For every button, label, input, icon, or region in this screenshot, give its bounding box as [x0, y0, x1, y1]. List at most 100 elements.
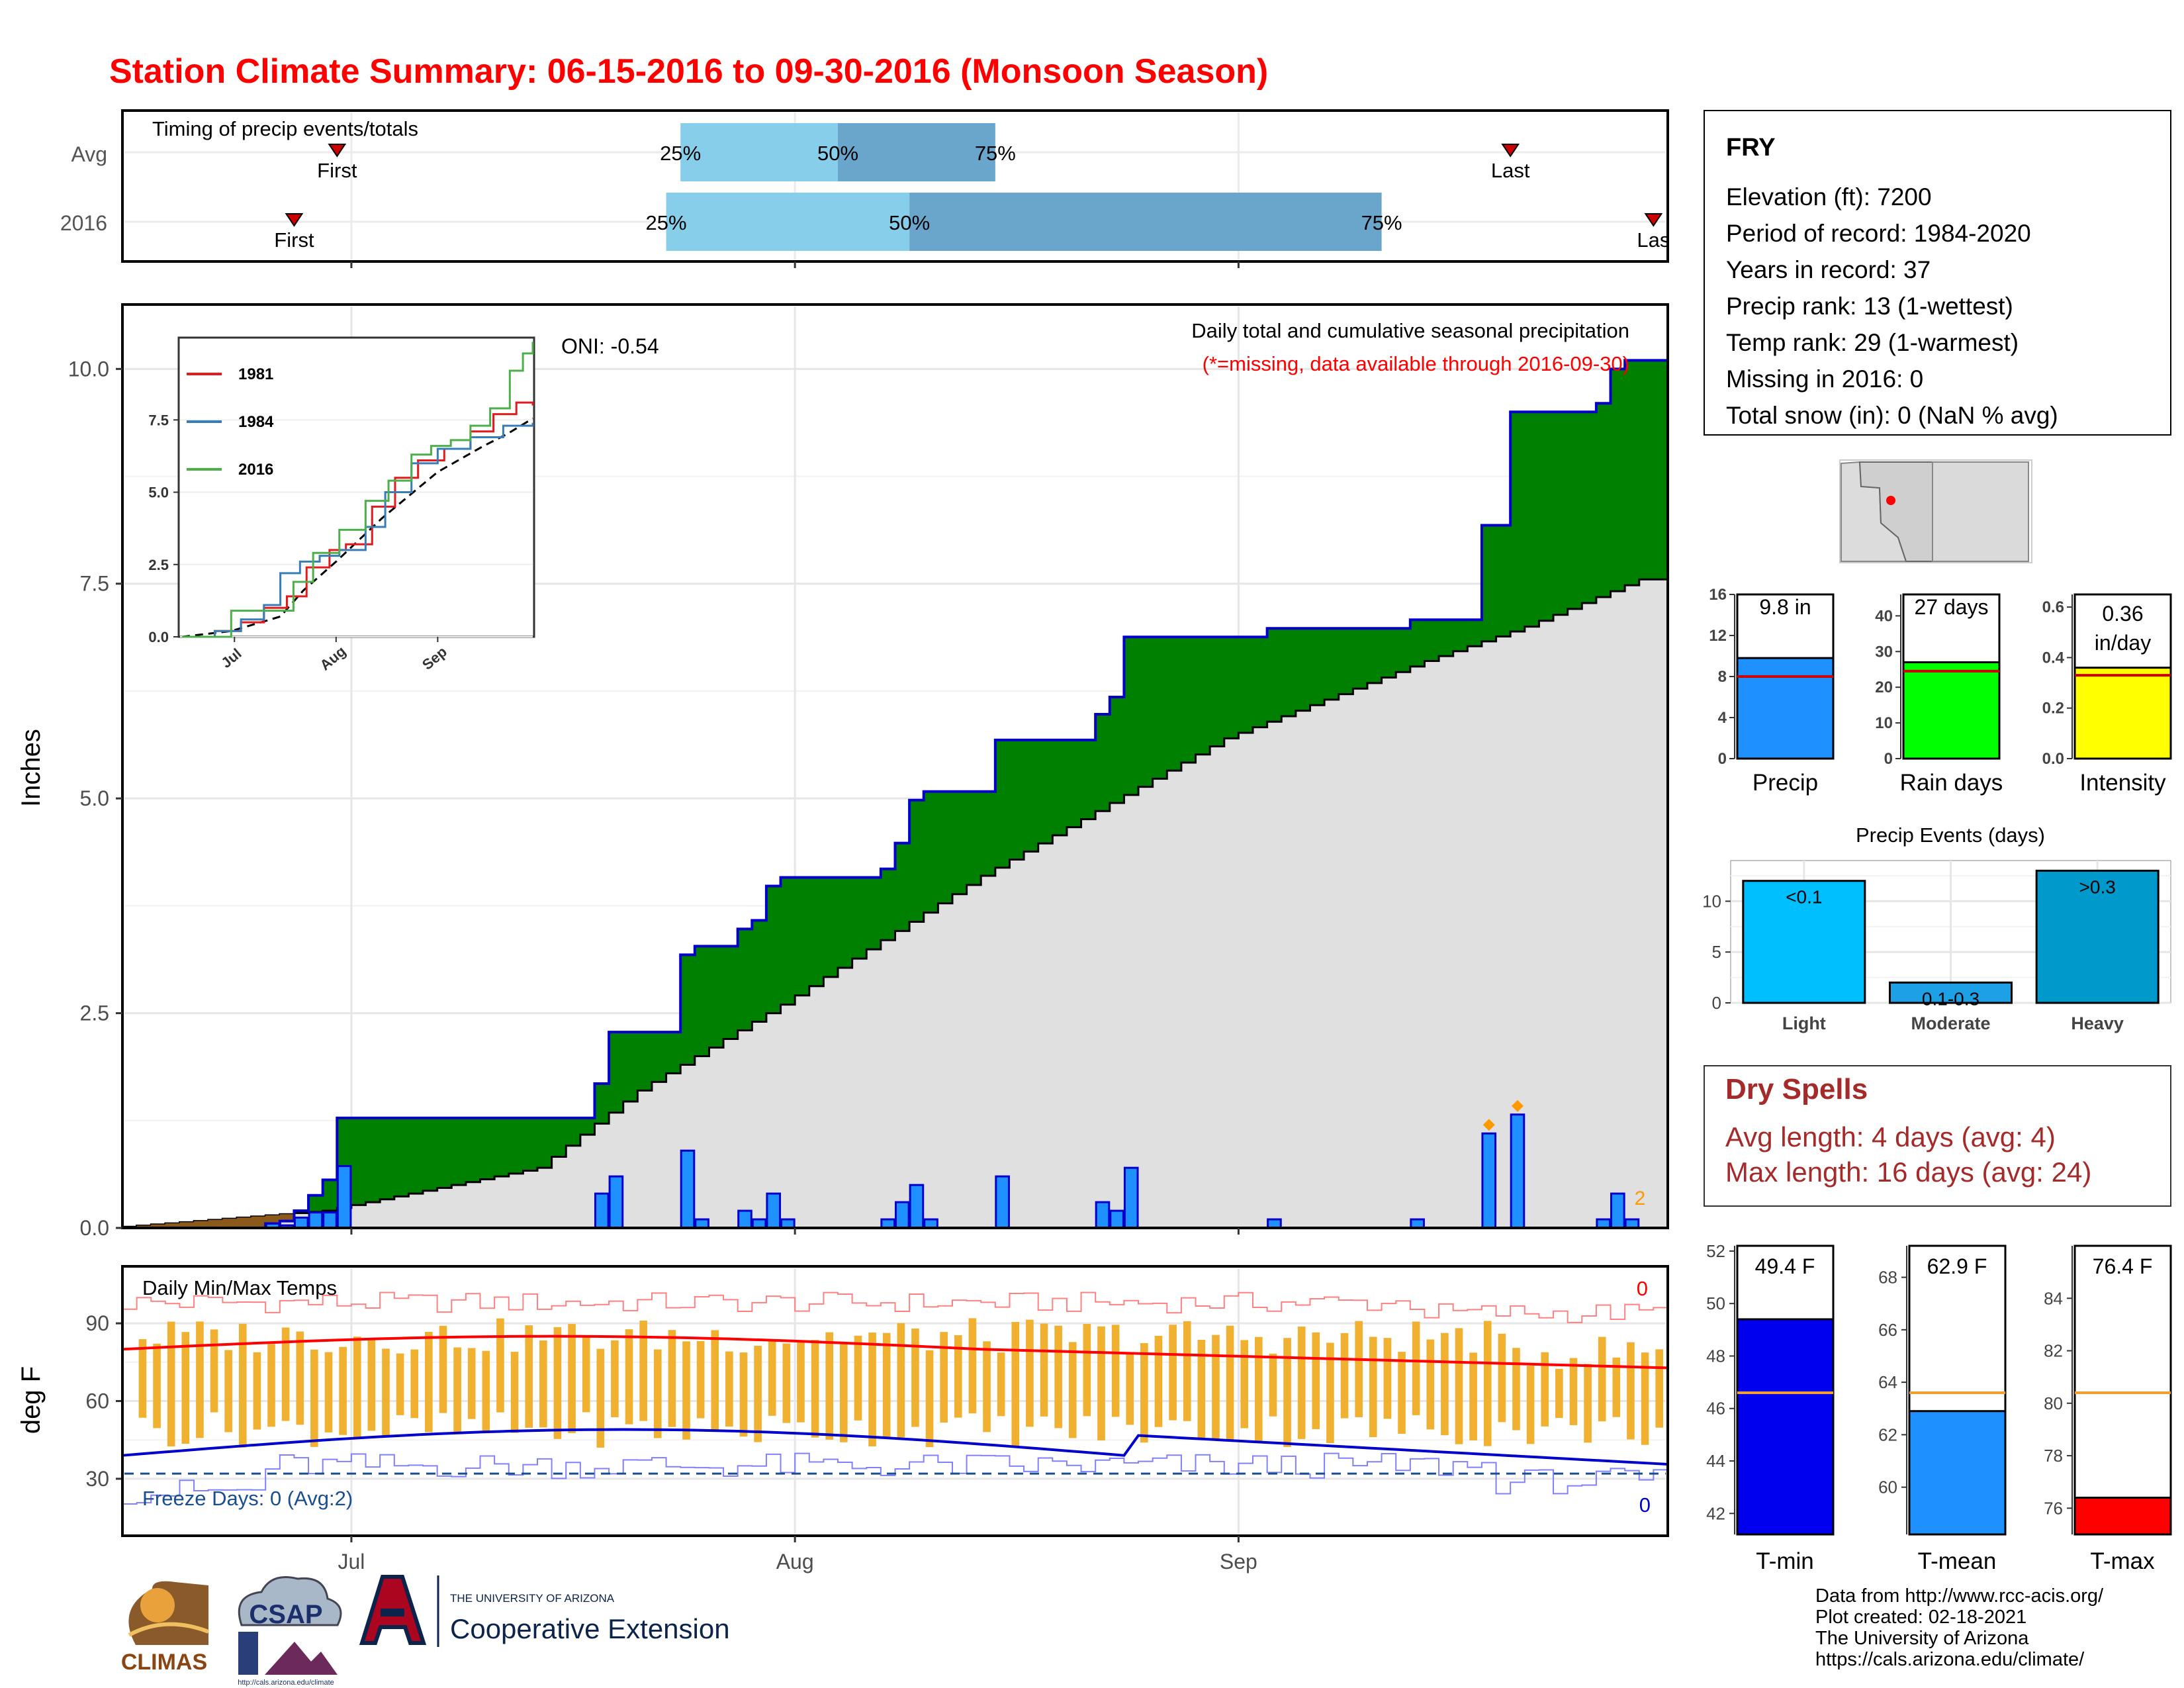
events-bar-label: >0.3 — [2079, 876, 2116, 897]
events-y-tick-label: 0 — [1712, 993, 1721, 1013]
daily-temp-range-bar — [439, 1325, 447, 1413]
daily-precip-bar — [995, 1175, 1010, 1229]
timing-panel: 25% 50% 75% First Last 25% 50% 75% First Las Timi… — [60, 109, 1669, 263]
timing-label-25: 25% — [660, 142, 701, 165]
daily-temp-range-bar — [1483, 1321, 1492, 1446]
daily-temp-range-bar — [639, 1321, 647, 1421]
temp-y-tick-label: 90 — [85, 1311, 109, 1335]
daily-precip-bar — [766, 1192, 782, 1229]
temp-frame — [121, 1265, 1669, 1537]
daily-temp-range-bar — [210, 1329, 218, 1413]
record-low-line — [122, 1452, 1668, 1505]
temp-panel: 30 60 90 Daily Min/Max Temps Freeze Days: … — [17, 261, 1669, 1573]
timing-rows: 25% 50% 75% First Last 25% 50% 75% First Las — [274, 123, 1666, 252]
daily-temp-range-bar — [1612, 1357, 1621, 1417]
daily-temp-range-bar — [1183, 1321, 1191, 1421]
mini-y-tick-label: 0.6 — [2042, 598, 2064, 616]
dry-max-length: Max length: 16 days (avg: 24) — [1725, 1156, 2091, 1188]
events-y-tick-label: 5 — [1712, 942, 1721, 962]
daily-temp-range-bar — [1355, 1321, 1363, 1417]
timing-bar-25-50 — [666, 193, 910, 251]
daily-temp-range-bar — [1398, 1352, 1406, 1434]
daily-temp-range-bar — [1097, 1326, 1105, 1441]
credit-line-3: The University of Arizona — [1815, 1628, 2029, 1649]
daily-temp-range-bar — [711, 1330, 719, 1432]
events-category-label: Moderate — [1911, 1013, 1990, 1033]
daily-temp-range-bar — [782, 1343, 791, 1423]
x-axis-tick-label: Aug — [776, 1550, 814, 1573]
temp-bar-y-tick-label: 80 — [2044, 1393, 2063, 1413]
mini-y-tick-label: 12 — [1709, 627, 1727, 645]
daily-precip-bar — [1510, 1113, 1525, 1229]
precip-y-tick-label: 0.0 — [80, 1216, 109, 1240]
temp-title: Daily Min/Max Temps — [142, 1276, 337, 1299]
daily-temp-range-bar — [396, 1353, 404, 1415]
daily-temp-range-bar — [754, 1346, 762, 1442]
mini-y-tick-label: 0.0 — [2042, 750, 2064, 768]
daily-temp-range-bar — [968, 1318, 977, 1414]
events-y-tick-label: 10 — [1702, 891, 1721, 911]
ua-big-text: Cooperative Extension — [450, 1613, 730, 1644]
timing-label-75: 75% — [1361, 211, 1402, 234]
cumulative-2016-line — [122, 359, 1668, 1229]
daily-temp-range-bar — [296, 1331, 304, 1425]
daily-temp-range-bar — [825, 1332, 834, 1440]
daily-temp-range-bar — [568, 1324, 576, 1433]
dry-frame — [1704, 1065, 2171, 1207]
daily-temp-range-bar — [925, 1350, 934, 1448]
daily-precip-bar — [895, 1201, 910, 1229]
temperature-bar-charts: 42 44 46 48 50 52 49.4 F T-min 60 62 64 66 68 62.9 F T… — [1706, 1241, 2172, 1574]
daily-temp-range-bar — [267, 1344, 275, 1427]
temp-bar-y-tick-label: 64 — [1878, 1372, 1897, 1392]
mini-category-label: Intensity — [2079, 770, 2166, 796]
daily-temp-range-bar — [510, 1352, 519, 1433]
daily-temp-range-bar — [1412, 1321, 1420, 1415]
freeze-days: Freeze Days: 0 (Avg:2) — [142, 1487, 353, 1510]
precip-panel: 0.0 2.5 5.0 7.5 10.0 Inches Daily total and … — [17, 303, 1669, 1240]
events-bar — [2035, 869, 2160, 1004]
daily-temp-range-bar — [281, 1327, 290, 1421]
daily-temp-range-bar — [339, 1346, 347, 1435]
daily-temp-range-bar — [1569, 1358, 1578, 1425]
info-frame — [1704, 110, 2171, 436]
map-new-mexico — [1932, 461, 2029, 562]
temp-bar-y-tick-label: 48 — [1706, 1346, 1725, 1366]
temp-y-tick-label: 60 — [85, 1389, 109, 1413]
daily-temp-range-bar — [582, 1336, 590, 1413]
daily-precip-bar — [737, 1209, 752, 1229]
daily-temp-range-bar — [1455, 1328, 1463, 1444]
daily-temp-range-bar — [611, 1340, 619, 1417]
daily-temp-range-bar — [1469, 1352, 1477, 1440]
daily-temp-range-bar — [196, 1321, 204, 1438]
daily-temp-range-bar — [1369, 1336, 1377, 1438]
daily-temp-range-bar — [253, 1352, 261, 1430]
daily-precip-bar — [322, 1211, 338, 1229]
timing-title: Timing of precip events/totals — [152, 117, 418, 140]
station-location-marker — [1886, 496, 1895, 505]
daily-temp-range-bar — [1255, 1336, 1263, 1442]
shared-x-axis: Jul Aug Sep — [338, 261, 1257, 1573]
temp-bar-y-tick-label: 68 — [1878, 1268, 1897, 1288]
temp-grid: 30 60 90 — [85, 1268, 1666, 1534]
credits: Data from http://www.rcc-acis.org/ Plot … — [1815, 1585, 2104, 1670]
daily-temp-range-bar — [1312, 1332, 1320, 1429]
info-line: Period of record: 1984-2020 — [1726, 220, 2031, 247]
mini-y-tick-label: 0.4 — [2042, 649, 2065, 667]
daily-temp-range-bar — [696, 1340, 705, 1419]
temp-bar-category-label: T-min — [1756, 1548, 1814, 1574]
locator-map — [1839, 459, 2032, 563]
temp-bar-y-tick-label: 50 — [1706, 1293, 1725, 1313]
info-line: Years in record: 37 — [1726, 256, 1931, 283]
daily-temp-range-bar — [310, 1349, 318, 1447]
daily-temp-range-bar — [997, 1352, 1005, 1417]
timing-row-label-avg: Avg — [71, 142, 107, 166]
timing-last-marker — [1644, 213, 1663, 227]
daily-temp-range-bar — [682, 1341, 690, 1440]
mini-value-text: 0.36 — [2102, 602, 2143, 626]
timing-bar-50-75 — [838, 123, 995, 181]
daily-temp-range-bar — [739, 1352, 748, 1437]
csap-wordmark: CSAP — [249, 1600, 322, 1629]
daily-temp-range-bar — [382, 1348, 390, 1436]
